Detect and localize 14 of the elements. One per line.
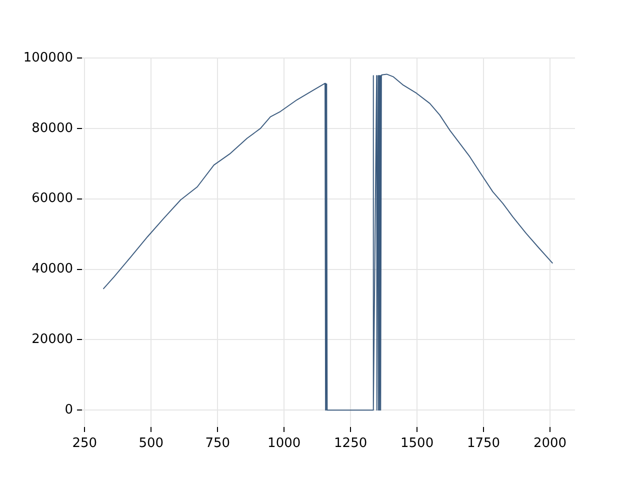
y-tick-label: 40000 — [32, 262, 73, 277]
x-tick-label: 250 — [72, 436, 98, 452]
y-tick-label: 20000 — [32, 332, 73, 348]
y-tick-label: 60000 — [32, 191, 73, 206]
x-tick-label: 500 — [138, 436, 164, 452]
x-tick-label: 750 — [205, 436, 230, 452]
x-tick-label: 1500 — [400, 436, 434, 452]
x-tick-label: 1750 — [466, 436, 500, 452]
y-tick-label: 0 — [64, 402, 73, 418]
x-tick-label: 1250 — [334, 436, 368, 452]
x-tick-label: 1000 — [268, 436, 301, 452]
y-tick-label: 80000 — [32, 120, 73, 136]
x-tick-label: 2000 — [533, 436, 567, 452]
y-tick-label: 100000 — [23, 50, 73, 66]
